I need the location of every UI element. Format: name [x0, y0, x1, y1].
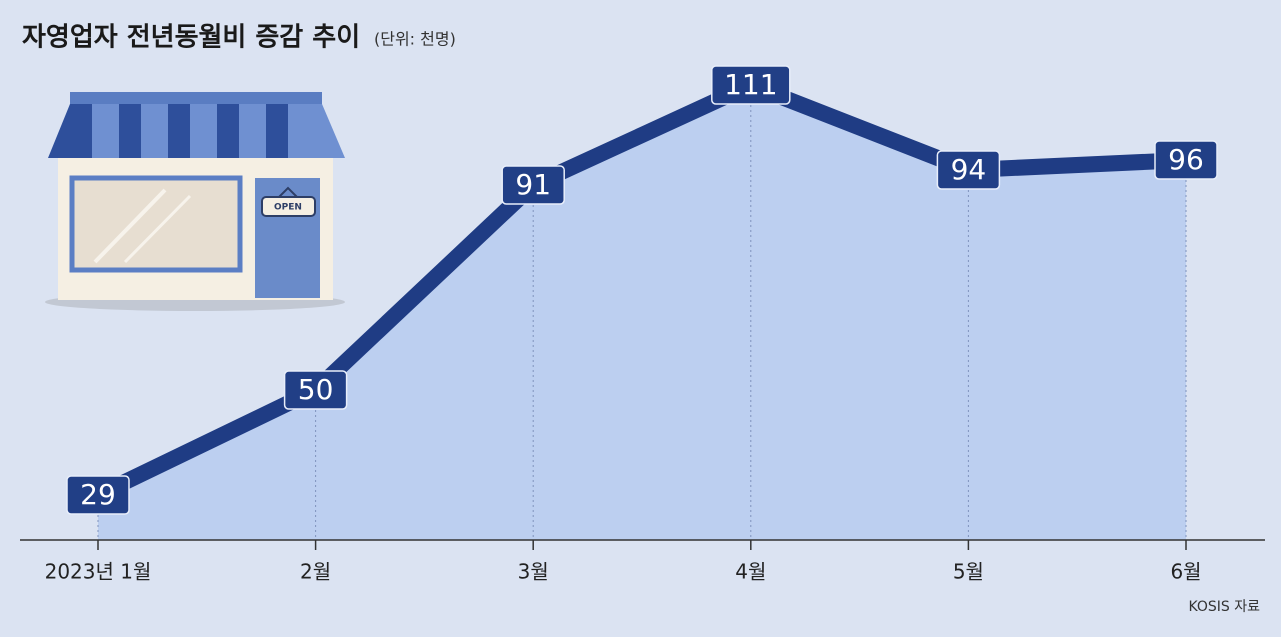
awning-top	[70, 92, 322, 104]
shop-illustration: OPEN	[45, 92, 345, 311]
source: KOSIS 자료	[1188, 599, 1260, 615]
value-label: 94	[951, 153, 987, 186]
chart-subtitle: (단위: 천명)	[374, 30, 456, 49]
x-tick-label: 3월	[518, 560, 549, 584]
value-label-box	[936, 150, 1001, 190]
x-tick-label: 5월	[953, 560, 984, 584]
value-label: 29	[80, 478, 116, 511]
chart-title: 자영업자 전년동월비 증감 추이	[22, 23, 360, 53]
x-tick-label: 4월	[735, 560, 766, 584]
value-label: 96	[1168, 143, 1204, 176]
area	[98, 85, 1186, 540]
value-label-box	[1154, 140, 1218, 180]
line	[94, 76, 1187, 503]
sign-string	[277, 186, 299, 199]
x-tick-label: 6월	[1170, 560, 1201, 584]
value-label: 91	[515, 168, 551, 201]
glare	[123, 194, 192, 264]
x-tick-label: 2월	[300, 560, 331, 584]
open-sign	[261, 196, 316, 217]
value-label-box	[283, 370, 348, 410]
open-sign-text: OPEN	[274, 203, 302, 213]
window	[69, 175, 243, 273]
value-label: 111	[724, 68, 777, 101]
value-label-box	[501, 165, 565, 205]
glare	[93, 188, 167, 264]
value-label-box	[66, 475, 130, 515]
value-label-box	[711, 65, 791, 105]
value-label: 50	[298, 373, 334, 406]
awning	[48, 104, 345, 158]
x-tick-label: 2023년 1월	[45, 560, 152, 584]
